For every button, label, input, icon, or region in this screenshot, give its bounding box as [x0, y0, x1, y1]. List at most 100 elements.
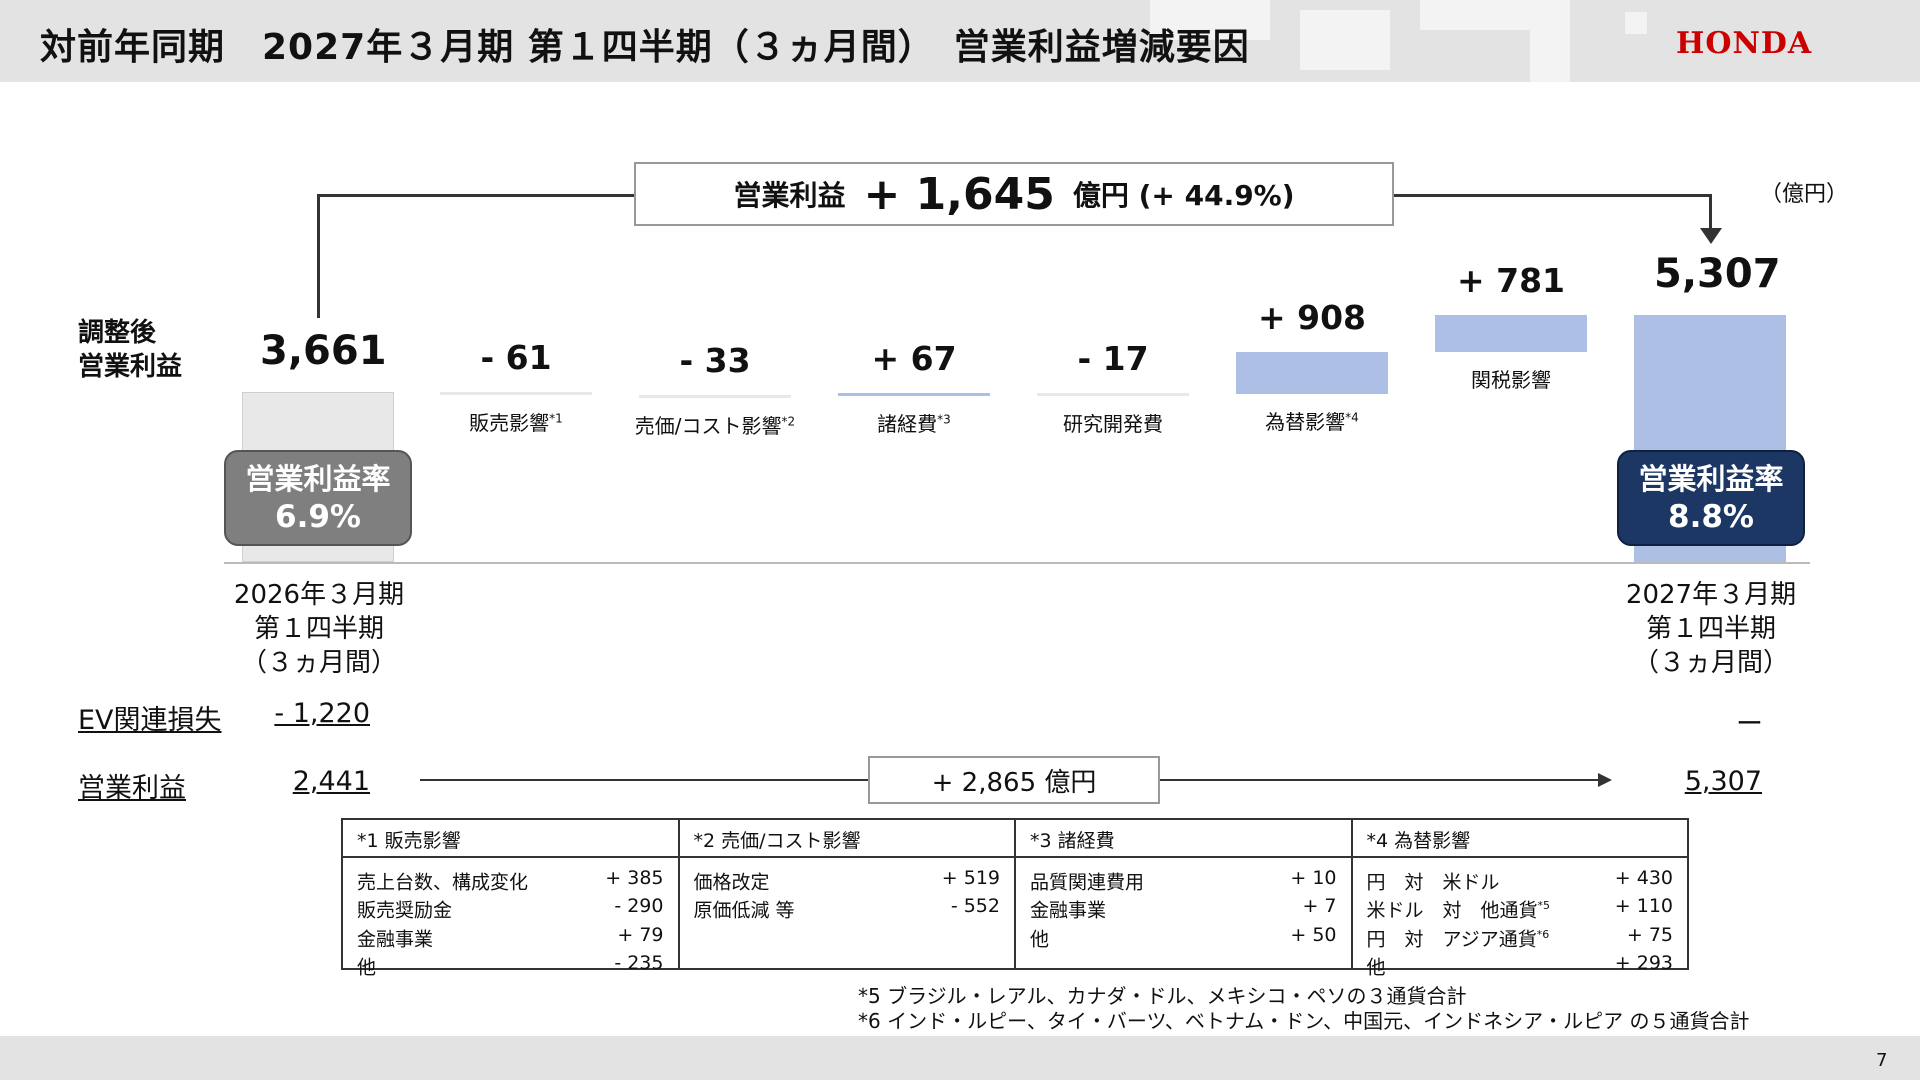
detail-table: *1 販売影響 売上台数、構成変化 + 385 販売奨励金 - 290 金融事業 + …	[341, 818, 1689, 978]
unit-note: （億円）	[1760, 182, 1849, 207]
detail-value: + 7	[1302, 895, 1337, 918]
detail-row: 原価低減 等 - 552	[694, 894, 1001, 922]
end-value-label: 5,307	[1654, 251, 1781, 297]
detail-value: - 552	[950, 895, 1000, 918]
operating-profit-old: 2,441	[292, 766, 370, 797]
total-change-unit: 億円 (+ 44.9%)	[1072, 179, 1295, 212]
detail-header: *1 販売影響	[343, 820, 678, 858]
delta-label: + 67	[871, 339, 957, 379]
period-line: 2026年３月期	[233, 580, 405, 610]
category-text: 為替影響	[1265, 410, 1346, 435]
detail-row: 円 対 アジア通貨*6 + 75	[1367, 923, 1674, 951]
detail-column-price-cost: *2 売価/コスト影響 価格改定 + 519 原価低減 等 - 552	[679, 820, 1016, 968]
detail-value: + 10	[1290, 867, 1337, 889]
total-change-box: 営業利益 + 1,645 億円 (+ 44.9%)	[634, 162, 1394, 226]
detail-note: *6	[1536, 927, 1550, 941]
ev-loss-old: - 1,220	[274, 698, 370, 729]
detail-label: 他	[357, 956, 377, 979]
detail-row: 円 対 米ドル + 430	[1367, 866, 1674, 894]
detail-label: 米ドル 対 他通貨	[1366, 899, 1538, 922]
detail-value: + 519	[941, 867, 1000, 889]
category-text: 研究開発費	[1063, 412, 1163, 437]
detail-header: *4 為替影響	[1352, 820, 1687, 858]
operating-margin-old: 営業利益率 6.9%	[224, 450, 412, 546]
detail-value: + 75	[1626, 923, 1673, 946]
detail-column-sga: *3 諸経費 品質関連費用 + 10 金融事業 + 7 他 + 50	[1016, 820, 1353, 968]
bar-sales-impact	[440, 392, 592, 395]
detail-value: - 290	[614, 895, 664, 918]
detail-row: 売上台数、構成変化 + 385	[357, 866, 664, 894]
period-new-label: 2027年３月期 第１四半期 （３ヵ月間）	[1591, 578, 1831, 680]
detail-row: 米ドル 対 他通貨*5 + 110	[1367, 894, 1674, 922]
row-label-line: 調整後	[78, 318, 157, 348]
bar-sga-expenses	[838, 393, 990, 397]
detail-header: *2 売価/コスト影響	[679, 820, 1014, 858]
detail-value: - 235	[614, 951, 664, 974]
category-note: *4	[1345, 410, 1359, 425]
header-decoration	[1530, 30, 1570, 82]
connector-line	[1709, 194, 1712, 230]
bar-fx-impact	[1236, 351, 1388, 395]
chart-baseline	[224, 562, 1810, 564]
footnote: *5 ブラジル・レアル、カナダ・ドル、メキシコ・ペソの３通貨合計	[858, 984, 1467, 1008]
connector-line	[1394, 194, 1712, 197]
detail-label: 売上台数、構成変化	[357, 871, 529, 894]
category-text: 売価/コスト影響	[634, 413, 782, 438]
page-number: 7	[1876, 1050, 1888, 1071]
category-label: 研究開発費	[1013, 408, 1213, 437]
detail-value: + 110	[1614, 895, 1673, 918]
category-text: 販売影響	[469, 411, 550, 435]
category-label: 関税影響	[1411, 364, 1611, 393]
detail-label: 金融事業	[357, 927, 434, 950]
connector-line	[318, 194, 634, 197]
honda-logo: HONDA	[1676, 26, 1813, 61]
header-decoration	[1625, 12, 1647, 34]
category-text: 諸経費	[877, 412, 938, 437]
operating-profit-new: 5,307	[1684, 766, 1762, 797]
period-line: 第１四半期	[253, 614, 384, 644]
detail-value: + 385	[605, 867, 664, 889]
total-change-value: + 1,645	[863, 168, 1055, 220]
delta-label: - 33	[679, 340, 751, 380]
delta-label: + 908	[1257, 297, 1367, 337]
margin-value: 8.8%	[1668, 499, 1754, 535]
category-note: *2	[781, 414, 796, 429]
total-change-label: 営業利益	[733, 179, 846, 212]
arrow-line	[1160, 779, 1600, 781]
detail-label: 他	[1030, 927, 1050, 950]
detail-label: 販売奨励金	[357, 899, 453, 922]
delta-label: - 17	[1077, 339, 1149, 379]
detail-value: + 293	[1614, 951, 1673, 974]
detail-label: 他	[1366, 956, 1386, 979]
category-label: 為替影響*4	[1212, 406, 1412, 435]
category-text: 関税影響	[1471, 367, 1551, 392]
operating-profit-change-box: + 2,865 億円	[868, 756, 1160, 804]
detail-column-sales: *1 販売影響 売上台数、構成変化 + 385 販売奨励金 - 290 金融事業 + …	[343, 820, 680, 978]
period-line: 第１四半期	[1645, 614, 1776, 644]
margin-value: 6.9%	[275, 499, 361, 535]
category-label: 売価/コスト影響*2	[615, 410, 815, 439]
detail-value: + 430	[1614, 867, 1673, 889]
detail-value: + 79	[617, 923, 664, 946]
header-decoration	[1420, 0, 1570, 30]
detail-column-fx: *4 為替影響 円 対 米ドル + 430 米ドル 対 他通貨*5 + 110 円 …	[1352, 820, 1687, 978]
detail-note: *5	[1537, 899, 1551, 913]
bar-price-cost-impact	[639, 394, 791, 398]
detail-label: 原価低減 等	[693, 899, 795, 922]
detail-row: 他 - 235	[357, 951, 664, 979]
connector-arrow-icon	[1700, 228, 1722, 244]
period-line: （３ヵ月間）	[240, 648, 397, 678]
footer-band	[0, 1036, 1920, 1080]
period-line: （３ヵ月間）	[1632, 648, 1789, 678]
connector-line	[317, 194, 320, 318]
arrow-head-icon	[1598, 773, 1612, 787]
adjusted-operating-profit-label: 調整後 営業利益	[78, 316, 182, 384]
detail-row: 他 + 50	[1030, 923, 1337, 951]
operating-margin-new: 営業利益率 8.8%	[1617, 450, 1805, 546]
header-decoration	[1300, 10, 1390, 70]
detail-label: 品質関連費用	[1030, 871, 1145, 894]
category-note: *1	[549, 411, 563, 426]
bar-rnd-expenses	[1037, 393, 1189, 397]
start-value-label: 3,661	[260, 328, 387, 374]
category-label: 販売影響*1	[416, 407, 616, 436]
